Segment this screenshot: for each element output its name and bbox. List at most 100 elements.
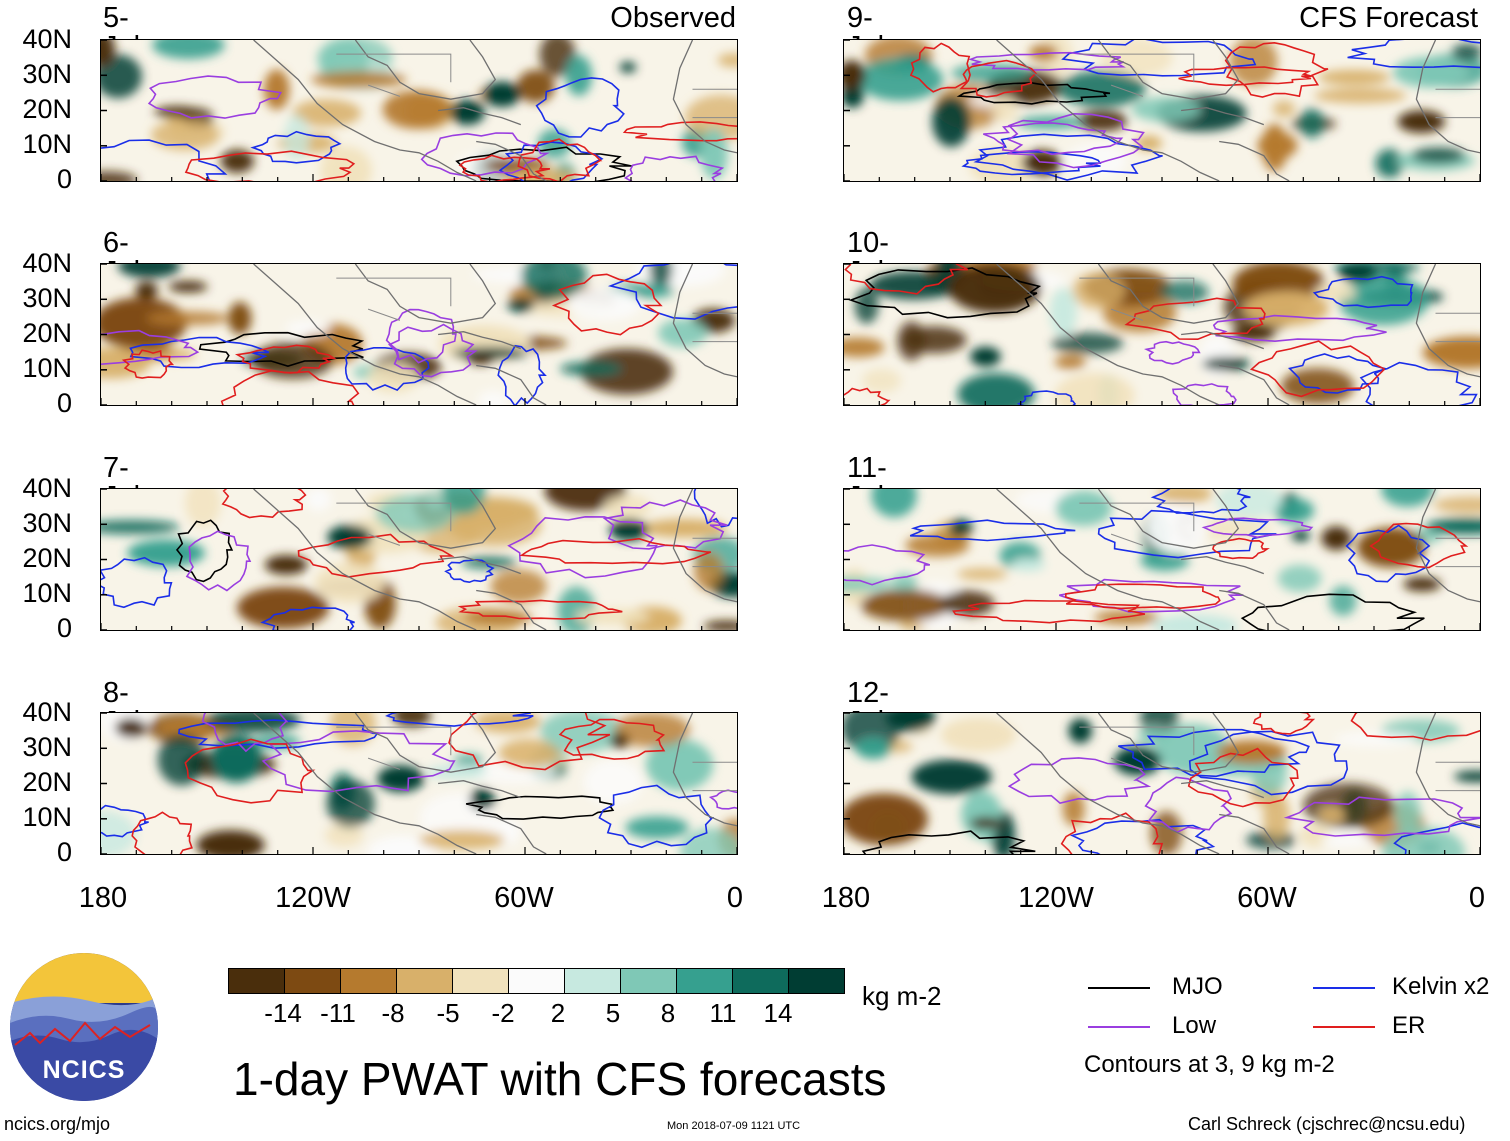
coastline <box>996 489 1220 630</box>
coastline <box>438 556 522 575</box>
pwat-anomaly-blob <box>1261 123 1288 172</box>
colorbar-tick-label: -5 <box>436 998 460 1028</box>
coastline <box>1181 331 1265 350</box>
er-contour <box>909 42 971 93</box>
x-tick-label: 120W <box>1018 882 1094 914</box>
border-line <box>367 757 401 770</box>
low-contour <box>1212 314 1387 343</box>
er-contour <box>121 349 175 379</box>
kelvin-contour <box>101 139 228 181</box>
pwat-anomaly-blob <box>1272 100 1296 118</box>
map-8-jul <box>100 712 738 855</box>
pwat-anomaly-blob <box>625 816 689 839</box>
coastline <box>1219 589 1290 630</box>
y-tick-label: 40N <box>22 248 72 278</box>
x-tick-label: 120W <box>275 882 351 914</box>
kelvin-contour <box>1118 728 1310 778</box>
map-field <box>101 264 737 405</box>
border-line <box>367 84 401 97</box>
er-contour <box>622 121 737 142</box>
low-contour <box>623 155 725 181</box>
kelvin-contour <box>607 264 737 320</box>
colorbar-tick-label: -8 <box>381 998 405 1028</box>
kelvin-contour <box>693 489 737 528</box>
er-contour <box>1224 41 1329 98</box>
coastline <box>438 107 522 126</box>
colorbar-swatch <box>564 969 620 993</box>
pwat-extreme-blob <box>969 817 1003 830</box>
pwat-anomaly-blob <box>1318 69 1391 85</box>
coastline <box>438 780 522 799</box>
legend-kelvin-label: Kelvin x2 <box>1392 973 1490 1000</box>
low-contour <box>507 515 658 579</box>
coastline <box>1097 489 1240 549</box>
pwat-anomaly-blob <box>537 128 572 159</box>
er-contour <box>1187 747 1299 808</box>
er-contour <box>1369 522 1469 569</box>
coastline <box>476 589 547 630</box>
border-line <box>336 53 452 83</box>
er-contour <box>131 811 193 854</box>
pwat-anomaly-blob <box>101 810 137 854</box>
low-contour <box>602 499 728 550</box>
pwat-anomaly-blob <box>1273 498 1315 523</box>
er-contour <box>551 273 663 336</box>
colorbar-tick-label: -2 <box>491 998 515 1028</box>
coastline <box>476 140 547 181</box>
pwat-anomaly-blob <box>658 318 708 348</box>
colorbar-tick-label: -14 <box>264 998 302 1028</box>
kelvin-contour <box>385 713 534 727</box>
pwat-extreme-blob <box>609 733 630 748</box>
pwat-anomaly-blob <box>236 586 330 629</box>
coastline <box>1181 780 1265 799</box>
pwat-anomaly-blob <box>516 69 555 103</box>
pwat-anomaly-blob <box>329 713 376 746</box>
y-tick-label: 10N <box>22 578 72 608</box>
pwat-anomaly-blob <box>1055 490 1112 526</box>
colorbar-tick-label: 11 <box>709 998 737 1028</box>
pwat-extreme-blob <box>1453 771 1480 782</box>
mjo-contour <box>198 331 365 368</box>
pwat-extreme-blob <box>1397 110 1446 133</box>
pwat-anomaly-blob <box>1157 489 1213 504</box>
pwat-anomaly-blob <box>855 737 891 759</box>
pwat-anomaly-blob <box>326 779 375 828</box>
er-contour <box>184 738 316 804</box>
low-contour <box>147 75 282 119</box>
pwat-anomaly-blob <box>1216 740 1287 765</box>
pwat-anomaly-blob <box>1054 372 1135 405</box>
footer-url: ncics.org/mjo <box>4 1114 111 1134</box>
coastline <box>354 713 497 773</box>
pwat-anomaly-blob <box>253 734 301 750</box>
pwat-anomaly-blob <box>559 361 622 376</box>
border-line <box>336 502 452 532</box>
footer-author: Carl Schreck (cjschrec@ncsu.edu) <box>1188 1114 1466 1134</box>
pwat-extreme-blob <box>114 718 147 738</box>
pwat-anomaly-blob <box>939 590 995 617</box>
pwat-anomaly-blob <box>151 119 220 151</box>
coastline <box>354 489 497 549</box>
pwat-anomaly-blob <box>1054 355 1086 369</box>
coastline <box>672 40 737 154</box>
coastline <box>1097 713 1240 773</box>
er-contour <box>184 150 356 181</box>
low-contour <box>968 51 1126 71</box>
colorbar-swatch <box>676 969 732 993</box>
border-line <box>1079 277 1195 307</box>
panel-subtitle-cfs-forecast: CFS Forecast <box>1299 2 1478 34</box>
border-line <box>367 308 401 321</box>
kelvin-contour <box>101 804 149 838</box>
border-line <box>1110 308 1144 321</box>
low-contour <box>388 323 478 378</box>
pwat-anomaly-blob <box>857 58 944 101</box>
legend-low-line <box>1088 1026 1150 1028</box>
pwat-anomaly-blob <box>101 40 115 67</box>
colorbar-swatch <box>620 969 676 993</box>
border-line <box>367 533 401 546</box>
pwat-anomaly-blob <box>1280 368 1355 405</box>
footer-timestamp: Mon 2018-07-09 1121 UTC <box>667 1120 801 1132</box>
x-tick-label: 180 <box>821 882 871 914</box>
mjo-contour <box>465 795 615 820</box>
er-contour <box>297 533 455 578</box>
y-tick-label: 10N <box>22 129 72 159</box>
